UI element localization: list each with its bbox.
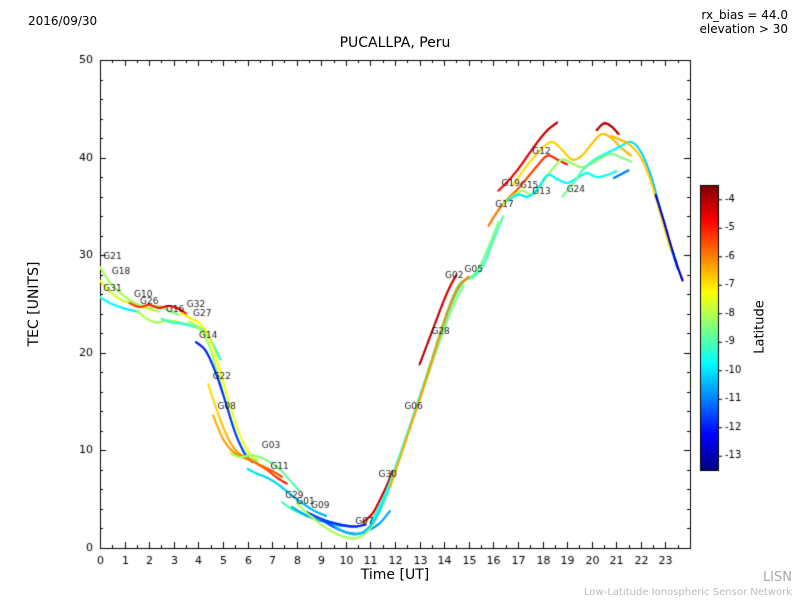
tec-plot-canvas	[0, 0, 800, 600]
